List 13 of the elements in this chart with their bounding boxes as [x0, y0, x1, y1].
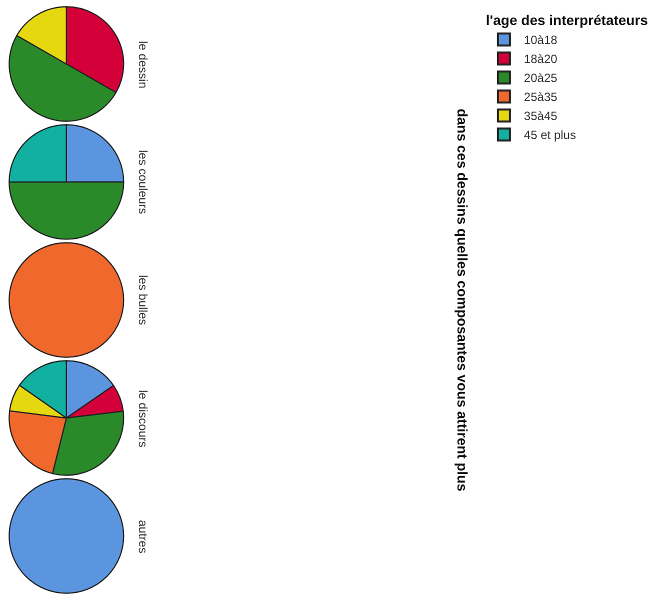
legend-title: l'age des interprétateurs — [486, 12, 648, 28]
text: le discours — [136, 390, 150, 448]
text: les couleurs — [136, 150, 150, 214]
legend-label: 25à35 — [524, 90, 558, 104]
legend-label: 45 et plus — [524, 128, 576, 142]
legend-label: 10à18 — [524, 33, 558, 48]
text: le dessin — [136, 41, 150, 88]
text: les bulles — [136, 275, 150, 326]
legend-label: 18à20 — [524, 52, 558, 66]
legend-label: 35à45 — [524, 109, 558, 124]
legend-label: 20à25 — [524, 71, 558, 86]
text: dans ces dessins quelles composantes vous attirent plus — [454, 108, 470, 492]
text: autres — [136, 520, 150, 554]
